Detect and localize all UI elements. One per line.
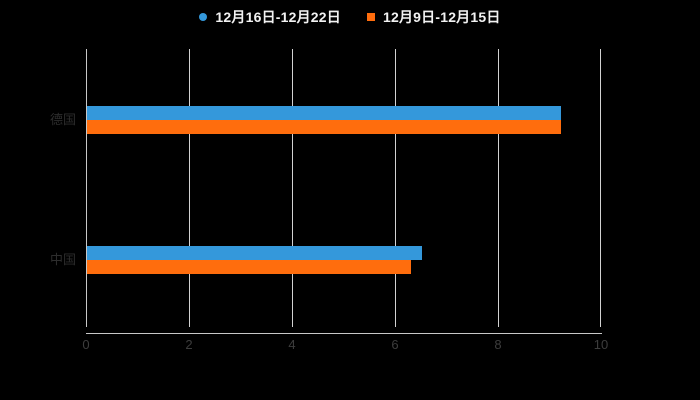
- x-tick-label: 10: [593, 337, 609, 352]
- bar-德国-series-0[interactable]: [87, 105, 561, 120]
- bar-中国-series-1[interactable]: [87, 260, 412, 274]
- y-category-label: 德国: [49, 111, 76, 127]
- chart-legend: 12月16日-12月22日 12月9日-12月15日: [0, 6, 700, 28]
- legend-item-1[interactable]: 12月9日-12月15日: [366, 7, 501, 27]
- bar-中国-series-0[interactable]: [87, 245, 422, 260]
- legend-label: 12月9日-12月15日: [382, 9, 501, 25]
- gridline: [600, 49, 601, 327]
- legend-label: 12月16日-12月22日: [215, 9, 341, 25]
- y-category-label: 中国: [49, 251, 76, 267]
- plot-area: [86, 49, 601, 327]
- gridline: [189, 49, 190, 327]
- bar-德国-series-1[interactable]: [87, 120, 561, 134]
- y-axis-line: [86, 49, 87, 327]
- square-legend-marker: [366, 13, 375, 21]
- circle-legend-marker: [199, 13, 208, 21]
- legend-item-0[interactable]: 12月16日-12月22日: [199, 7, 341, 27]
- x-tick-label: 6: [391, 337, 399, 352]
- x-axis-line: [86, 333, 602, 334]
- x-tick-label: 8: [494, 337, 502, 352]
- gridline: [292, 49, 293, 327]
- gridline: [395, 49, 396, 327]
- x-tick-label: 0: [82, 337, 90, 352]
- gridline: [498, 49, 499, 327]
- x-tick-label: 4: [288, 337, 296, 352]
- x-tick-label: 2: [185, 337, 193, 352]
